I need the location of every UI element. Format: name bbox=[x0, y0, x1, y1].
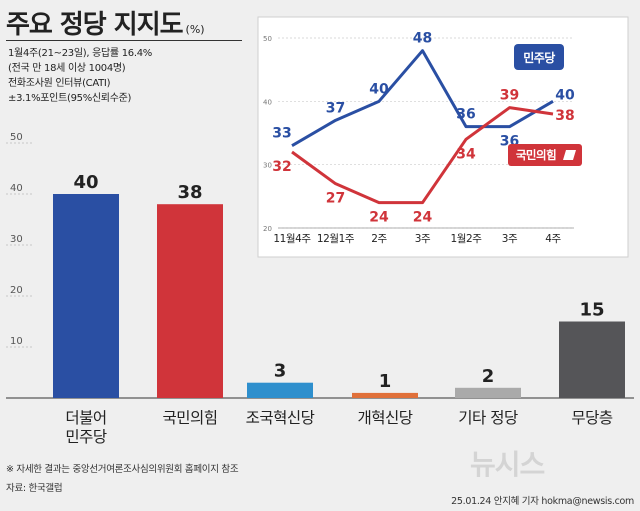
legend-swatch bbox=[508, 144, 582, 166]
legend-label: 민주당 bbox=[523, 50, 555, 65]
bar-category-label: 더불어 bbox=[65, 409, 106, 427]
line-x-label: 12월1주 bbox=[317, 233, 355, 245]
line-tick-label: 30 bbox=[263, 162, 272, 170]
democratic-legend-tag: 민주당 bbox=[514, 44, 564, 70]
line-series bbox=[291, 106, 554, 205]
line-value-label: 38 bbox=[555, 108, 574, 124]
bar bbox=[352, 392, 418, 398]
bar-tick-label: 20 bbox=[10, 285, 23, 296]
line-value-label: 40 bbox=[369, 81, 389, 97]
title-text: 주요 정당 지지도 bbox=[6, 10, 184, 40]
bar-tick-label: 30 bbox=[10, 234, 23, 245]
line-value-label: 48 bbox=[413, 31, 432, 47]
line-value-label: 24 bbox=[369, 210, 389, 226]
bar-value-label: 40 bbox=[73, 172, 98, 193]
legend-label: 국민의힘 bbox=[516, 148, 556, 162]
bar-category-label: 개혁신당 bbox=[357, 409, 412, 427]
ppp-flag-icon bbox=[563, 150, 576, 160]
footer-credit: 25.01.24 안지혜 기자 hokma@newsis.com bbox=[451, 496, 634, 507]
survey-line: 1월4주(21~23일), 응답률 16.4% bbox=[8, 48, 152, 59]
line-chart-panel bbox=[257, 16, 629, 258]
bar-tick-label: 10 bbox=[10, 336, 23, 347]
survey-info: 1월4주(21~23일), 응답률 16.4% (전국 만 18세 이상 100… bbox=[8, 46, 152, 106]
bar bbox=[157, 204, 223, 398]
line-value-label: 39 bbox=[500, 88, 519, 104]
newsis-logo: 뉴시스 bbox=[470, 448, 545, 481]
line-x-label: 11월4주 bbox=[273, 233, 311, 245]
line-value-label: 24 bbox=[413, 210, 433, 226]
unit-label: (%) bbox=[185, 23, 205, 36]
line-x-label: 2주 bbox=[371, 233, 387, 245]
line-tick-label: 40 bbox=[263, 98, 272, 106]
line-x-label: 3주 bbox=[502, 233, 518, 245]
survey-line: (전국 만 18세 이상 1004명) bbox=[8, 63, 126, 74]
bar-category-label: 기타 정당 bbox=[458, 409, 518, 427]
bar-category-label: 무당층 bbox=[571, 409, 613, 427]
line-series bbox=[291, 49, 554, 147]
footer-note: ※ 자세한 결과는 중앙선거여론조사심의위원회 홈페이지 참조 bbox=[6, 464, 239, 475]
survey-line: ±3.1%포인트(95%신뢰수준) bbox=[8, 93, 132, 104]
ppp-legend-tag: 국민의힘 bbox=[508, 144, 582, 166]
bar bbox=[559, 321, 625, 398]
line-value-label: 32 bbox=[272, 159, 291, 175]
line-x-label: 4주 bbox=[545, 233, 561, 245]
line-x-label: 3주 bbox=[415, 233, 431, 245]
bar-value-label: 3 bbox=[274, 361, 287, 382]
footer-source: 자료: 한국갤럽 bbox=[6, 483, 63, 494]
bar bbox=[247, 382, 313, 398]
bar-value-label: 1 bbox=[379, 371, 392, 392]
line-value-label: 36 bbox=[456, 107, 475, 123]
line-tick-label: 20 bbox=[263, 225, 272, 233]
legend-swatch bbox=[514, 44, 564, 70]
line-value-label: 40 bbox=[555, 87, 575, 103]
title-divider bbox=[6, 40, 242, 41]
bar-category-label: 조국혁신당 bbox=[246, 409, 315, 427]
page-title: 주요 정당 지지도 (%) bbox=[6, 4, 205, 41]
bar-category-label: 민주당 bbox=[65, 428, 107, 446]
survey-line: 전화조사원 인터뷰(CATI) bbox=[8, 78, 111, 89]
line-tick-label: 50 bbox=[263, 35, 272, 43]
bar-category-label: 국민의힘 bbox=[162, 409, 217, 427]
bar-value-label: 15 bbox=[579, 300, 604, 321]
line-x-label: 1월2주 bbox=[450, 233, 482, 245]
bar-tick-label: 50 bbox=[10, 132, 23, 143]
line-value-label: 37 bbox=[326, 100, 345, 116]
bar-value-label: 38 bbox=[177, 182, 202, 203]
line-value-label: 27 bbox=[326, 191, 345, 207]
line-value-label: 34 bbox=[456, 146, 476, 162]
bar-tick-label: 40 bbox=[10, 183, 23, 194]
line-value-label: 33 bbox=[272, 126, 291, 142]
bar bbox=[455, 387, 521, 398]
bar bbox=[53, 194, 119, 398]
bar-value-label: 2 bbox=[482, 366, 495, 387]
